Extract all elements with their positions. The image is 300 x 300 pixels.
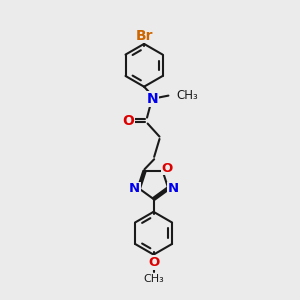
Text: CH₃: CH₃ [143,274,164,284]
Text: O: O [161,162,172,175]
Text: Br: Br [135,28,153,43]
Text: N: N [129,182,140,196]
Text: O: O [148,256,159,269]
Text: O: O [122,114,134,128]
Text: CH₃: CH₃ [176,89,198,102]
Text: N: N [147,92,158,106]
Text: N: N [167,182,178,196]
